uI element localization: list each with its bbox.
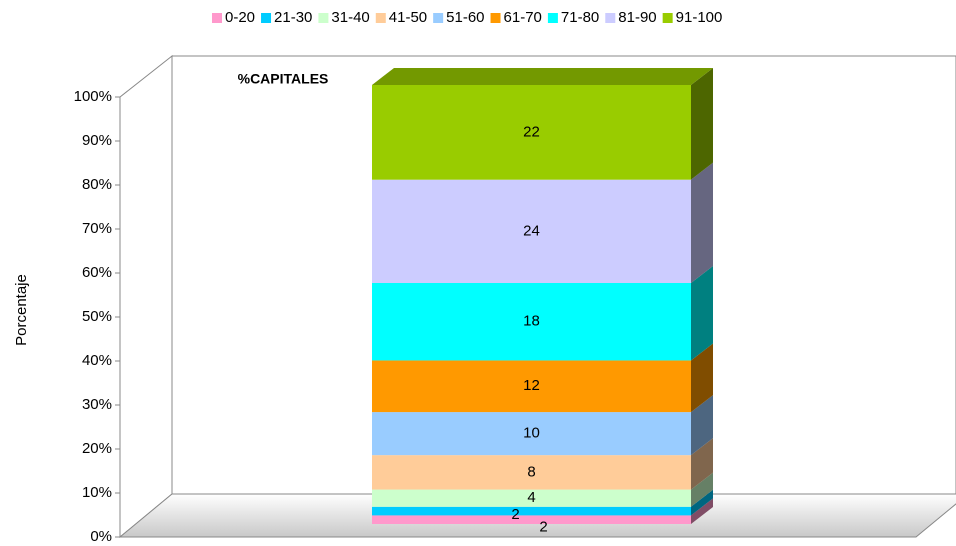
legend-swatch	[662, 13, 673, 23]
side-wall	[119, 54, 173, 539]
legend-swatch	[375, 13, 386, 23]
legend-label: 21-30	[274, 9, 312, 26]
bar-side	[691, 68, 713, 180]
legend-swatch	[261, 13, 272, 23]
bar-segment	[372, 360, 691, 413]
data-label: 18	[523, 313, 540, 330]
legend-label: 91-100	[676, 9, 723, 26]
legend-label: 51-60	[446, 9, 484, 26]
data-label: 22	[523, 123, 540, 140]
data-label: 24	[523, 222, 540, 239]
marks	[372, 68, 713, 524]
bar-segment	[372, 282, 691, 361]
data-label: 2	[539, 519, 547, 536]
data-label: 4	[527, 489, 535, 506]
chart-title: %CAPITALES	[238, 71, 329, 87]
bar-segment	[372, 455, 691, 490]
bar-top	[372, 68, 713, 85]
data-label: 12	[523, 377, 540, 394]
bar-segment	[372, 515, 691, 524]
legend-label: 61-70	[504, 9, 542, 26]
data-label: 8	[527, 463, 535, 480]
legend-label: 31-40	[331, 9, 369, 26]
legend-swatch	[547, 13, 558, 23]
legend-label: 81-90	[618, 9, 656, 26]
y-tick-label: 10%	[82, 484, 112, 501]
legend-swatch	[433, 13, 444, 23]
y-tick-label: 90%	[82, 132, 112, 149]
legend-swatch	[212, 13, 222, 23]
y-tick-label: 70%	[82, 220, 112, 237]
y-tick-label: 30%	[82, 396, 112, 413]
bar-side	[691, 162, 713, 283]
bar-segment	[372, 489, 691, 507]
bar-side	[691, 395, 713, 456]
legend-swatch	[318, 13, 329, 23]
bar-segment	[372, 412, 691, 456]
bar-segment	[372, 85, 691, 180]
bar-side	[691, 343, 713, 413]
legend-label: 41-50	[389, 9, 427, 26]
data-label: 10	[523, 425, 540, 442]
y-tick-label: 60%	[82, 264, 112, 281]
bar-side	[691, 265, 713, 361]
bar-side	[691, 438, 713, 490]
legend-label: 0-20	[225, 9, 255, 26]
data-label: 2	[511, 506, 519, 523]
y-tick-label: 0%	[90, 528, 112, 541]
legend-swatch	[490, 13, 501, 23]
legend-swatch	[605, 13, 616, 23]
bar-side	[691, 498, 713, 524]
y-tick-label: 80%	[82, 176, 112, 193]
bar-side	[691, 489, 713, 516]
y-tick-label: 40%	[82, 352, 112, 369]
y-tick-label: 50%	[82, 308, 112, 325]
bar-segment	[372, 179, 691, 283]
y-axis-label: Porcentaje	[13, 274, 30, 346]
bar-side	[691, 472, 713, 507]
bar-segment	[372, 506, 691, 516]
y-tick-label: 100%	[74, 88, 112, 105]
y-tick-label: 20%	[82, 440, 112, 457]
legend-label: 71-80	[561, 9, 599, 26]
